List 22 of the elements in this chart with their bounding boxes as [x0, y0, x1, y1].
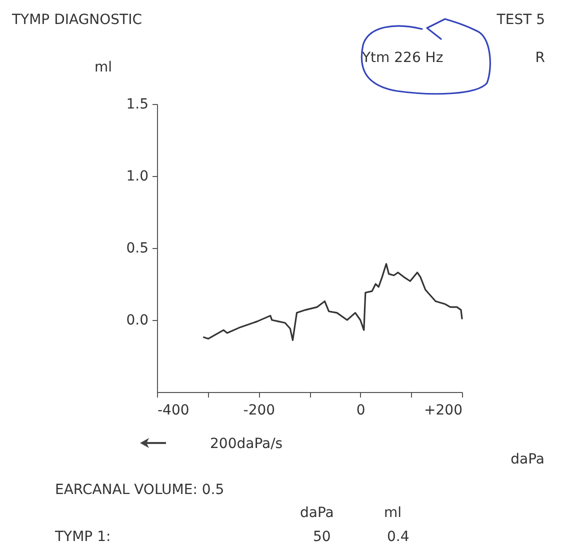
text: EARCANAL VOLUME: 0.5 [55, 482, 224, 498]
y-tick-label: 0.0 [126, 312, 148, 328]
y-axis-title: ml [94, 60, 112, 76]
text: ml [384, 505, 402, 521]
x-tick-label: -200 [243, 402, 276, 418]
text: 0.4 [387, 529, 410, 545]
y-tick-label: 1.5 [126, 96, 148, 112]
text: TEST 5 [496, 12, 545, 28]
chart-title: TYMP DIAGNOSTIC [12, 12, 142, 28]
text: 200daPa/s [210, 436, 283, 452]
x-tick-label: 0 [356, 402, 366, 418]
text: 50 [313, 529, 331, 545]
text: R [535, 50, 545, 66]
x-axis-title: daPa [510, 452, 544, 468]
line-series [202, 263, 463, 341]
x-tick-label: +200 [424, 402, 462, 418]
text: TYMP 1: [55, 529, 111, 545]
y-tick-label: 1.0 [126, 168, 148, 184]
text: Ytm 226 Hz [362, 50, 444, 66]
text: daPa [300, 505, 334, 521]
x-tick-label: -400 [158, 402, 190, 418]
y-tick-label: 0.5 [126, 240, 148, 256]
